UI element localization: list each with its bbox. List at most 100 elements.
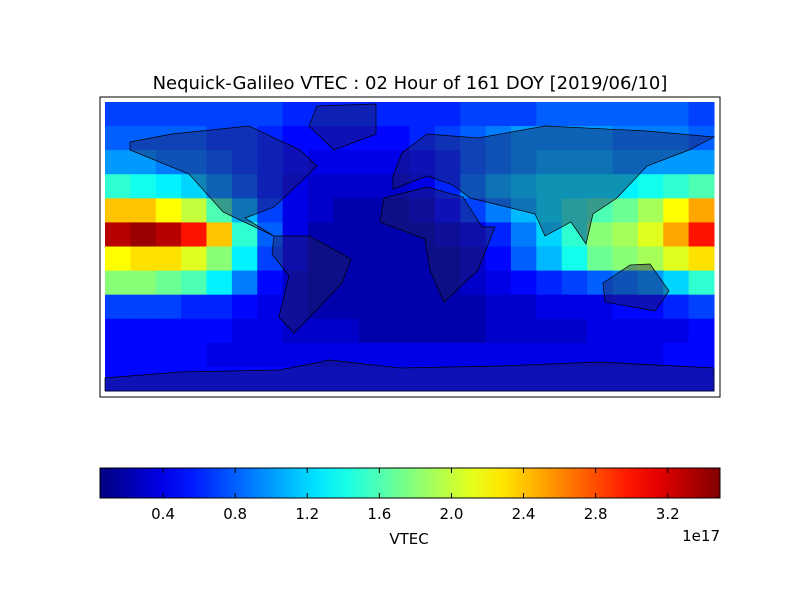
cell (536, 150, 563, 175)
cell (181, 342, 207, 368)
cell (105, 102, 131, 127)
cell (561, 150, 588, 175)
cell (688, 150, 715, 175)
cell (384, 342, 410, 368)
cell (358, 270, 385, 296)
cell (460, 342, 487, 368)
cell (384, 246, 410, 272)
cell (257, 318, 284, 344)
cell (536, 342, 563, 368)
colorbar-tick-label: 1.2 (295, 505, 319, 523)
cell (231, 246, 258, 272)
cell (587, 342, 613, 368)
cell (333, 174, 360, 199)
cell (206, 318, 233, 344)
cell (181, 294, 207, 320)
cell (308, 318, 334, 344)
cell (688, 222, 715, 247)
cell (358, 318, 385, 344)
cell (105, 174, 131, 199)
cell (358, 294, 385, 320)
cell (663, 198, 690, 223)
south-america (271, 235, 352, 334)
cell (308, 246, 334, 272)
colorbar-tick-label: 3.2 (656, 505, 680, 523)
cell (130, 198, 157, 223)
cell (358, 222, 385, 247)
coastlines (104, 103, 716, 392)
cell (333, 222, 360, 247)
cell (536, 270, 563, 296)
cell (587, 318, 613, 344)
cell (561, 222, 588, 247)
cell (460, 102, 487, 127)
cell (130, 294, 157, 320)
colorbar-tick-label: 2.4 (512, 505, 536, 523)
cell (612, 366, 639, 392)
cell (282, 102, 309, 127)
cell (637, 342, 664, 368)
cell (434, 366, 461, 392)
cell (637, 270, 664, 296)
cell (358, 366, 385, 392)
cell (434, 126, 461, 151)
cell (409, 342, 436, 368)
cell (688, 342, 715, 368)
cell (511, 342, 537, 368)
cell (358, 342, 385, 368)
cell (612, 222, 639, 247)
cell (105, 126, 131, 151)
cell (282, 270, 309, 296)
cell (333, 366, 360, 392)
cell (485, 222, 512, 247)
cell (333, 102, 360, 127)
australia (602, 263, 670, 312)
africa (379, 186, 496, 303)
cell (587, 246, 613, 272)
cell (637, 294, 664, 320)
cell (282, 366, 309, 392)
cell (587, 222, 613, 247)
cell (688, 246, 715, 272)
cell (637, 174, 664, 199)
cell (130, 126, 157, 151)
cell (333, 342, 360, 368)
cell (663, 222, 690, 247)
cell (181, 198, 207, 223)
cell (333, 198, 360, 223)
colorbar-label: VTEC (389, 530, 428, 548)
cell (485, 318, 512, 344)
cell (587, 270, 613, 296)
cell (485, 174, 512, 199)
cell (612, 174, 639, 199)
cell (536, 246, 563, 272)
cell (130, 318, 157, 344)
cell (511, 294, 537, 320)
cell (155, 294, 182, 320)
cell (587, 174, 613, 199)
cell (663, 270, 690, 296)
cell (434, 246, 461, 272)
cell (561, 102, 588, 127)
cell (612, 318, 639, 344)
cell (130, 366, 157, 392)
cell (511, 246, 537, 272)
cell (333, 270, 360, 296)
cell (206, 198, 233, 223)
cell (663, 150, 690, 175)
cell (333, 318, 360, 344)
cell (485, 198, 512, 223)
cell (637, 198, 664, 223)
cell (358, 174, 385, 199)
cell (257, 222, 284, 247)
cell (409, 366, 436, 392)
cell (485, 126, 512, 151)
greenland (308, 103, 377, 151)
cell (206, 246, 233, 272)
cell (536, 126, 563, 151)
cell (561, 198, 588, 223)
cell (637, 126, 664, 151)
cell (282, 198, 309, 223)
cell (485, 342, 512, 368)
